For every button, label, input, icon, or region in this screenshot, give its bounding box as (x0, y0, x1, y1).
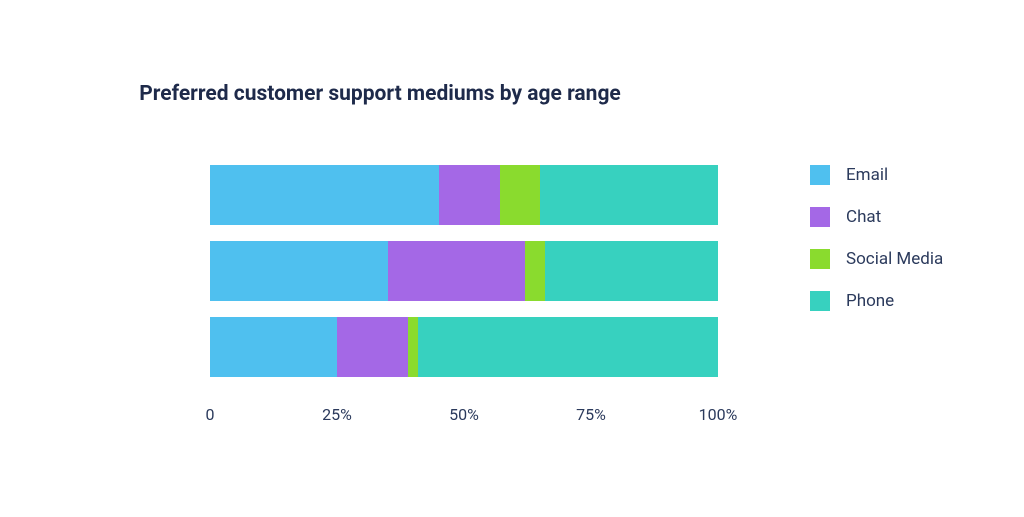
bar-seg-chat (337, 317, 408, 377)
x-tick: 100% (699, 405, 738, 424)
legend-item-email: Email (810, 165, 943, 185)
legend-label: Social Media (846, 249, 943, 269)
bar-seg-phone (540, 165, 718, 225)
bar-seg-email (210, 317, 337, 377)
bar-seg-phone (545, 241, 718, 301)
legend-swatch-icon (810, 291, 830, 311)
bar-row-baby-boomers (210, 317, 718, 377)
chart-container: Preferred customer support mediums by ag… (0, 0, 1024, 517)
x-tick: 0 (206, 405, 215, 424)
legend: Email Chat Social Media Phone (810, 165, 943, 333)
x-tick: 25% (322, 405, 352, 424)
bar-seg-email (210, 165, 439, 225)
plot-area (210, 165, 718, 395)
x-tick: 50% (449, 405, 479, 424)
bar-seg-chat (439, 165, 500, 225)
legend-swatch-icon (810, 207, 830, 227)
bar-seg-phone (418, 317, 718, 377)
legend-item-chat: Chat (810, 207, 943, 227)
bar-row-gen-z (210, 165, 718, 225)
bar-seg-email (210, 241, 388, 301)
legend-swatch-icon (810, 165, 830, 185)
bar-seg-chat (388, 241, 525, 301)
legend-item-social: Social Media (810, 249, 943, 269)
bar-seg-social (408, 317, 418, 377)
bar-row-millennials (210, 241, 718, 301)
x-tick: 75% (576, 405, 606, 424)
bar-seg-social (500, 165, 541, 225)
legend-swatch-icon (810, 249, 830, 269)
legend-item-phone: Phone (810, 291, 943, 311)
legend-label: Phone (846, 291, 894, 311)
legend-label: Chat (846, 207, 881, 227)
x-axis: 0 25% 50% 75% 100% (210, 405, 718, 435)
chart-title: Preferred customer support mediums by ag… (0, 82, 760, 106)
legend-label: Email (846, 165, 888, 185)
bar-seg-social (525, 241, 545, 301)
